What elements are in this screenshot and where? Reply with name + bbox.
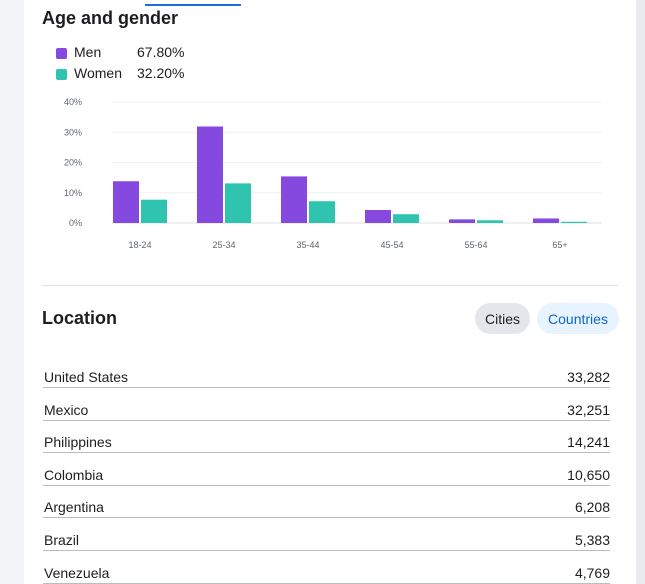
location-name: Philippines [44,434,112,451]
active-tab-indicator [145,4,241,6]
bar-women-25-34[interactable] [225,183,251,223]
men-swatch [56,47,67,59]
location-name: Venezuela [44,564,110,581]
location-name: Colombia [44,466,104,483]
x-tick-label: 65+ [552,240,567,250]
location-value: 5,383 [574,532,610,548]
x-tick-label: 18-24 [128,240,151,250]
women-swatch [56,68,67,80]
y-tick-label: 40% [64,97,82,107]
location-value: 32,251 [567,401,610,418]
table-row: Philippines 14,241 [43,421,610,454]
legend-women: Women 32.20% [56,65,184,83]
bar-men-55-64[interactable] [449,219,475,223]
location-name: Argentina [44,499,104,516]
table-row: United States 33,282 [43,356,610,388]
table-row: Brazil 5,383 [43,519,610,551]
table-row: Mexico 32,251 [43,389,610,421]
x-tick-label: 25-34 [212,240,235,250]
cities-tab-button[interactable]: Cities [475,303,530,334]
bar-women-18-24[interactable] [141,199,167,223]
bar-men-25-34[interactable] [197,126,223,223]
legend-men-value: 67.80% [137,44,185,60]
y-tick-label: 20% [64,158,82,168]
age-gender-title: Age and gender [42,8,179,28]
location-name: United States [44,369,129,385]
y-tick-label: 30% [64,127,82,137]
location-value: 6,208 [574,499,610,516]
y-tick-label: 0% [69,218,82,228]
location-name: Brazil [44,532,80,548]
legend-men: Men 67.80% [56,44,184,62]
y-tick-label: 10% [64,188,82,198]
age-gender-chart: 0% 10% 20% 30% 40% 18-24 25-34 35-44 45-54 55-64 6… [64,97,602,250]
section-divider [42,285,618,286]
table-row: Venezuela 4,769 [43,552,610,584]
countries-tab-button[interactable]: Countries [537,303,619,334]
table-row: Argentina 6,208 [43,486,610,519]
bar-men-45-54[interactable] [365,209,391,223]
bar-men-65+[interactable] [533,218,559,223]
legend-women-label: Women [74,65,122,81]
legend-men-label: Men [74,44,102,60]
bar-women-45-54[interactable] [393,214,419,223]
x-tick-label: 35-44 [296,240,319,250]
bar-men-18-24[interactable] [113,181,139,223]
location-value: 10,650 [567,466,610,483]
location-title: Location [42,308,117,328]
bar-women-65+[interactable] [561,221,587,223]
audience-card: Age and gender Men 67.80% Women 32.20% 0… [24,0,636,584]
location-name: Mexico [44,401,89,418]
x-tick-label: 55-64 [464,240,487,250]
bar-women-35-44[interactable] [309,201,335,223]
location-value: 4,769 [574,564,610,581]
legend-women-value: 32.20% [137,65,185,81]
location-value: 33,282 [567,369,610,385]
x-tick-label: 45-54 [380,240,403,250]
page-scrollbar[interactable] [636,0,645,584]
location-value: 14,241 [567,434,610,451]
bar-men-35-44[interactable] [281,176,307,223]
table-row: Colombia 10,650 [43,454,610,486]
bar-women-55-64[interactable] [477,220,503,223]
